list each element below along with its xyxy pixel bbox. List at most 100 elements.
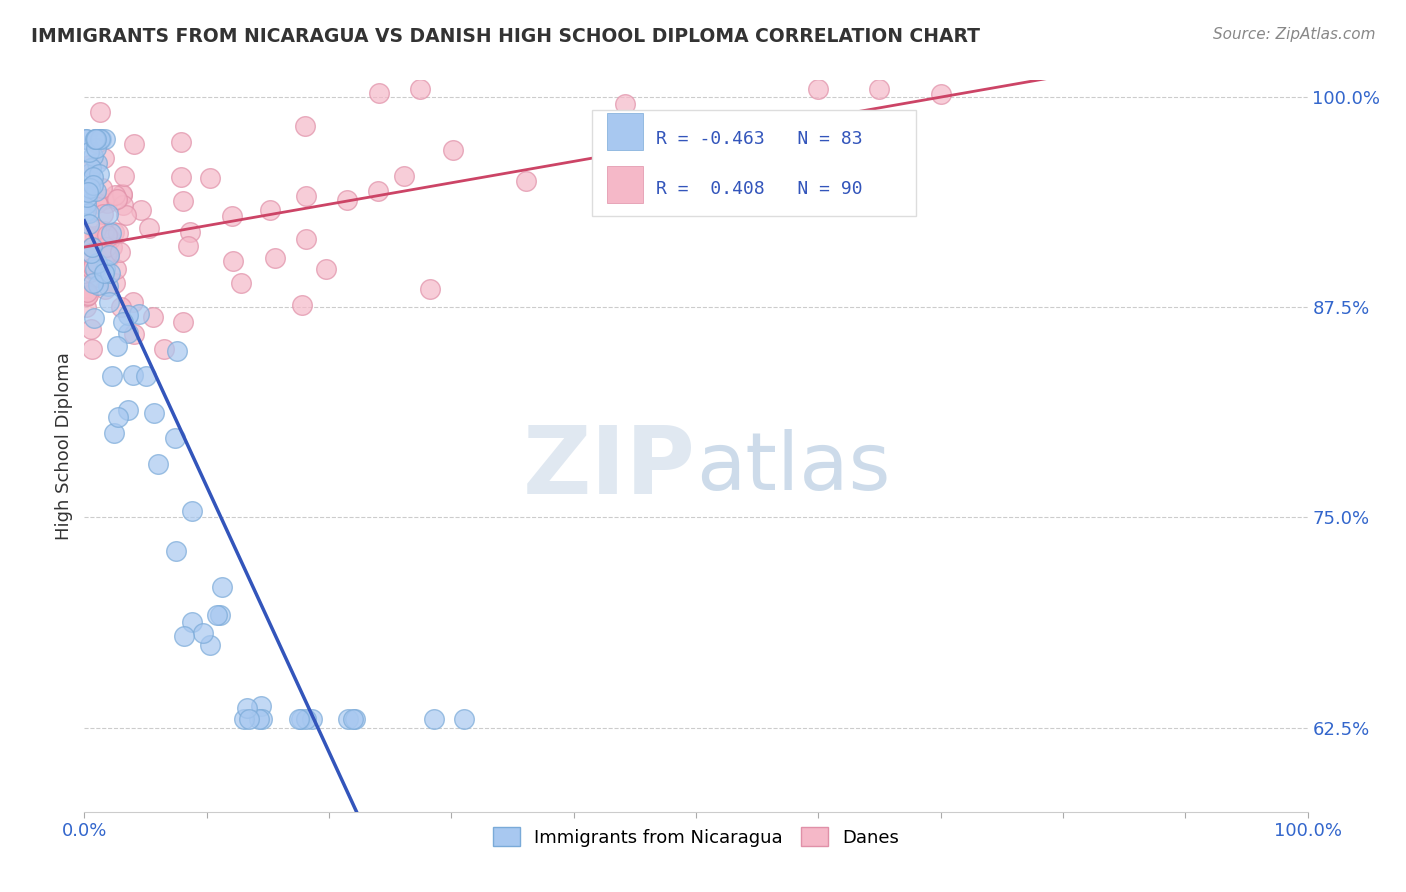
Point: [807, 81, 830, 95]
Point: [179, 225, 201, 239]
Point: [392, 169, 415, 184]
Point: [76, 285, 98, 299]
Point: [315, 262, 337, 277]
Point: [98, 248, 121, 262]
Point: [80, 322, 103, 336]
Point: [82, 178, 104, 193]
Point: [337, 712, 360, 726]
Bar: [606, 113, 644, 150]
Point: [229, 276, 252, 290]
Point: [75, 285, 97, 300]
Point: [93, 283, 115, 297]
Point: [104, 276, 127, 290]
Point: [117, 308, 139, 322]
Point: [90, 181, 112, 195]
Point: [301, 712, 323, 726]
Text: R = -0.463   N = 83: R = -0.463 N = 83: [655, 130, 862, 148]
Point: [207, 607, 229, 622]
Point: [367, 184, 389, 198]
Point: [110, 245, 132, 260]
Legend: Immigrants from Nicaragua, Danes: Immigrants from Nicaragua, Danes: [485, 820, 907, 854]
Point: [117, 403, 139, 417]
Point: [172, 315, 194, 329]
Text: IMMIGRANTS FROM NICARAGUA VS DANISH HIGH SCHOOL DIPLOMA CORRELATION CHART: IMMIGRANTS FROM NICARAGUA VS DANISH HIGH…: [31, 27, 980, 45]
Point: [77, 206, 100, 220]
Point: [453, 712, 475, 726]
Point: [76, 300, 98, 314]
Point: [166, 344, 188, 359]
Point: [98, 266, 121, 280]
Point: [86, 256, 108, 270]
Point: [515, 174, 537, 188]
Point: [86, 132, 108, 146]
Point: [93, 151, 115, 165]
Point: [344, 712, 367, 726]
Point: [124, 327, 146, 342]
Point: [294, 189, 316, 203]
Point: [77, 218, 100, 232]
Point: [165, 543, 187, 558]
Point: [232, 712, 254, 726]
Point: [117, 326, 139, 341]
Text: ZIP: ZIP: [523, 422, 696, 514]
Point: [661, 158, 683, 172]
Point: [84, 141, 107, 155]
Point: [75, 204, 97, 219]
Point: [929, 87, 952, 102]
Point: [89, 132, 111, 146]
Point: [76, 289, 98, 303]
Point: [75, 132, 97, 146]
Point: [368, 86, 391, 100]
Point: [593, 182, 616, 196]
Point: [143, 406, 166, 420]
Point: [87, 168, 110, 182]
Point: [122, 295, 145, 310]
Point: [170, 136, 193, 150]
Point: [79, 181, 101, 195]
Point: [122, 136, 145, 151]
Point: [94, 262, 117, 277]
Point: [98, 295, 121, 310]
Point: [75, 227, 97, 242]
Point: [138, 221, 160, 235]
Point: [259, 202, 281, 217]
Point: [76, 185, 98, 199]
Point: [93, 266, 115, 280]
Point: [249, 699, 271, 714]
Point: [89, 258, 111, 272]
Point: [97, 279, 120, 293]
Point: [181, 504, 204, 518]
Point: [287, 712, 309, 726]
Point: [82, 169, 104, 184]
Point: [295, 712, 318, 726]
Point: [103, 426, 125, 441]
Point: [79, 265, 101, 279]
Y-axis label: High School Diploma: High School Diploma: [55, 352, 73, 540]
Point: [747, 181, 769, 195]
Point: [103, 225, 125, 239]
Point: [79, 161, 101, 175]
Point: [107, 410, 129, 425]
Point: [93, 224, 115, 238]
Point: [96, 240, 118, 254]
Point: [146, 458, 169, 472]
Point: [84, 132, 107, 146]
Point: [198, 171, 221, 186]
Point: [105, 192, 128, 206]
Point: [82, 149, 104, 163]
Point: [83, 311, 105, 326]
Point: [80, 247, 103, 261]
Point: [163, 431, 186, 445]
Point: [238, 712, 260, 726]
Point: [93, 132, 115, 146]
Point: [170, 169, 193, 184]
Point: [82, 343, 104, 357]
Point: [441, 143, 464, 157]
Point: [80, 240, 103, 254]
Text: Source: ZipAtlas.com: Source: ZipAtlas.com: [1212, 27, 1375, 42]
Point: [98, 232, 121, 246]
Point: [101, 368, 124, 383]
Point: [89, 104, 111, 119]
Point: [77, 185, 100, 199]
Point: [84, 132, 107, 146]
